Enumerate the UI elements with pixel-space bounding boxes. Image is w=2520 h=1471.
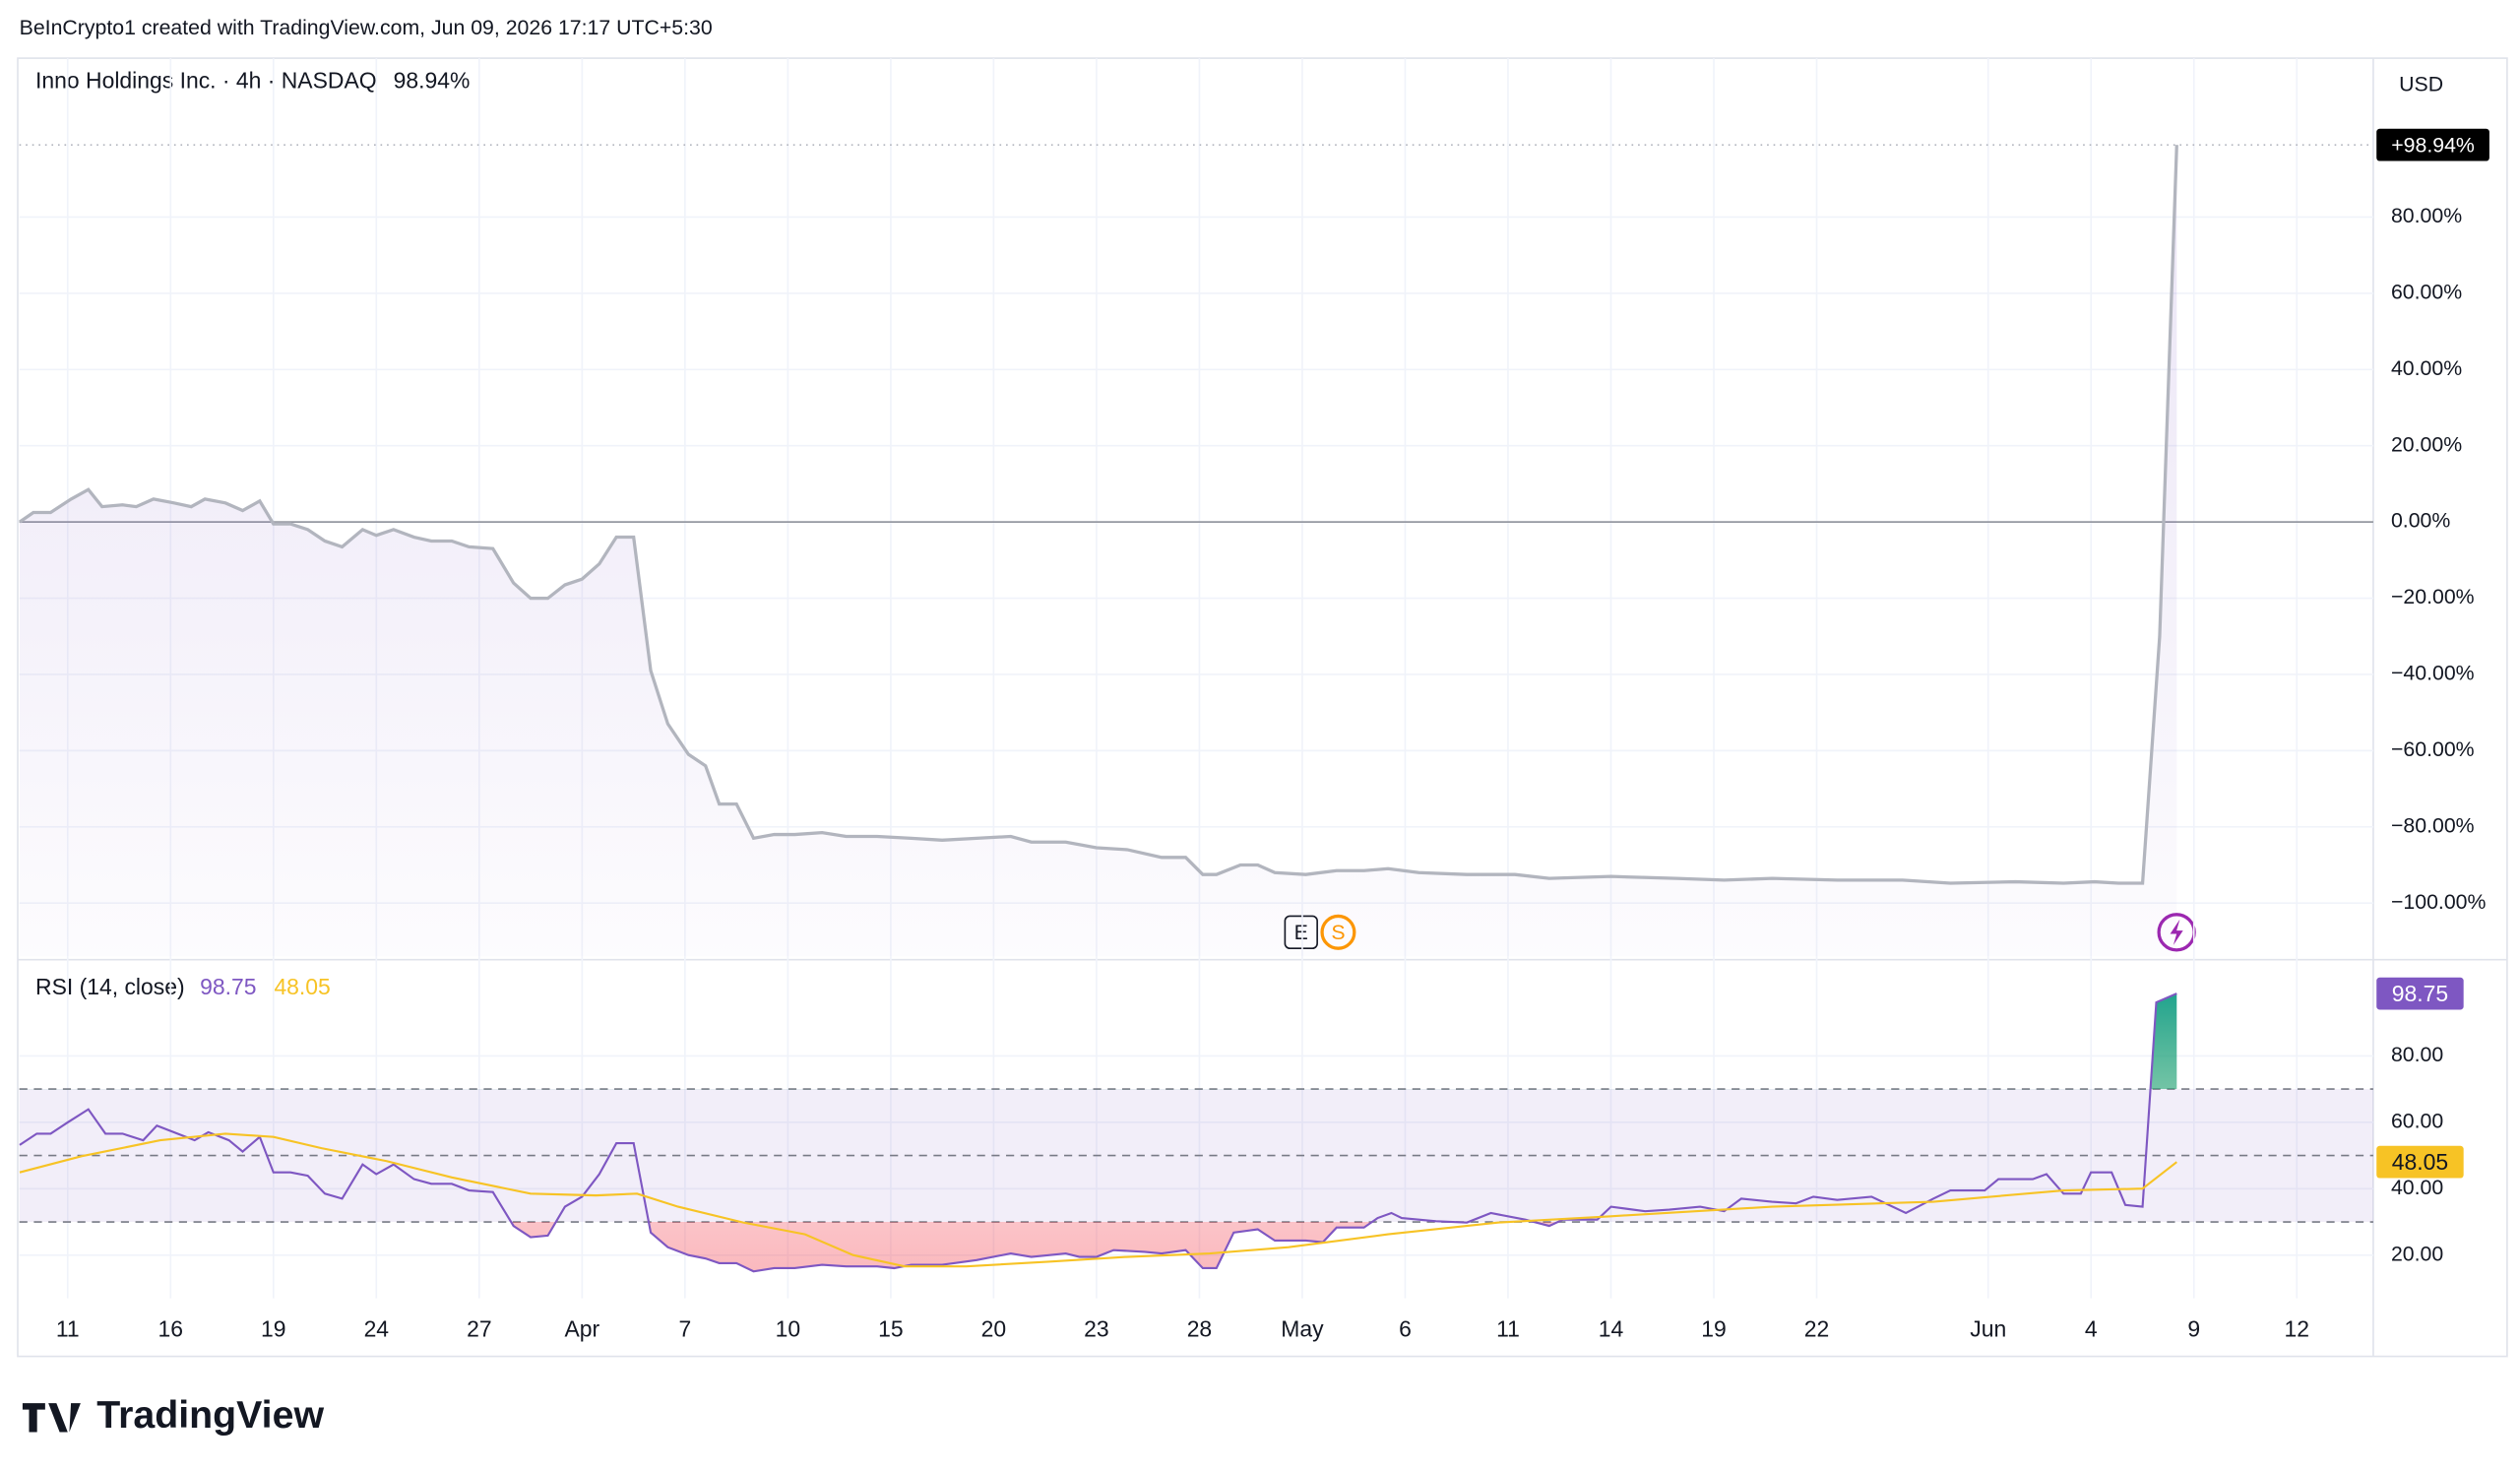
x-tick-label: 19 — [1701, 1315, 1727, 1341]
x-tick-label: 16 — [158, 1315, 184, 1341]
x-tick-label: Apr — [565, 1315, 600, 1341]
x-tick-label: 19 — [261, 1315, 285, 1341]
rsi-title: RSI (14, close) — [35, 974, 185, 999]
y-tick-label: 40.00% — [2391, 356, 2462, 380]
x-tick-label: 12 — [2285, 1315, 2310, 1341]
x-tick-label: 10 — [776, 1315, 800, 1341]
pane: 20.00 40.00 60.00 80.00 11 16 19 24 27 Apr 7 10 15 20… — [19, 956, 2464, 1341]
last-value-box — [2376, 128, 2489, 161]
x-tick-label: 14 — [1599, 1315, 1624, 1341]
x-tick-label: 15 — [878, 1315, 904, 1341]
y-tick-label: −60.00% — [2391, 737, 2475, 761]
y-tick-label: 0.00% — [2391, 509, 2450, 533]
x-tick-label: 22 — [1804, 1315, 1830, 1341]
pane: −100.00% −80.00% −60.00% −40.00% −20.00% 0.00… — [19, 58, 2489, 957]
y-tick-label: 80.00% — [2391, 204, 2462, 227]
x-tick-label: May — [1281, 1315, 1324, 1341]
x-tick-label: 9 — [2187, 1315, 2200, 1341]
y-tick-label: −80.00% — [2391, 813, 2475, 837]
legend-value: 98.94% — [394, 68, 471, 94]
y-tick-label: −20.00% — [2391, 585, 2475, 608]
oversold-fill — [20, 1222, 2177, 1272]
x-tick-label: 11 — [1496, 1315, 1520, 1341]
y-tick-label: 40.00 — [2391, 1176, 2443, 1199]
x-tick-label: 24 — [364, 1315, 390, 1341]
x-tick-label: 23 — [1084, 1315, 1109, 1341]
last-value-label: +98.94% — [2391, 133, 2475, 157]
x-tick-label: 28 — [1187, 1315, 1213, 1341]
last-value-label: 48.05 — [2392, 1149, 2448, 1175]
x-tick-label: 11 — [56, 1315, 80, 1341]
y-tick-label: 60.00 — [2391, 1109, 2443, 1132]
y-tick-label: −100.00% — [2391, 890, 2487, 914]
x-tick-label: 4 — [2085, 1315, 2098, 1341]
symbol-title: Inno Holdings Inc. · 4h · NASDAQ — [35, 68, 377, 94]
series-line — [19, 992, 2177, 1273]
brand-logo — [22, 1403, 81, 1433]
last-value-box — [2376, 1145, 2464, 1179]
x-tick-label: 20 — [981, 1315, 1007, 1341]
area-fill — [19, 145, 2177, 957]
x-tick-label: 6 — [1399, 1315, 1412, 1341]
y-tick-label: 20.00% — [2391, 432, 2462, 456]
last-value-box — [2376, 977, 2464, 1010]
y-tick-label: 80.00 — [2391, 1043, 2443, 1066]
y-tick-label: 20.00 — [2391, 1242, 2443, 1265]
series-line — [19, 145, 2178, 885]
brand: TradingView — [96, 1393, 324, 1437]
rsi-legend-value: 98.75 — [200, 974, 256, 999]
ma-legend-value: 48.05 — [274, 974, 330, 999]
x-tick-label: 27 — [467, 1315, 491, 1341]
series-line — [19, 1132, 2177, 1268]
currency: USD — [2399, 73, 2443, 96]
x-tick-label: Jun — [1970, 1315, 2006, 1341]
credit: BeInCrypto1 created with TradingView.com… — [20, 16, 713, 39]
last-value-label: 98.75 — [2392, 981, 2448, 1006]
x-tick-label: 7 — [678, 1315, 691, 1341]
y-tick-label: 60.00% — [2391, 281, 2462, 304]
y-tick-label: −40.00% — [2391, 662, 2475, 685]
frame — [17, 57, 2508, 1358]
